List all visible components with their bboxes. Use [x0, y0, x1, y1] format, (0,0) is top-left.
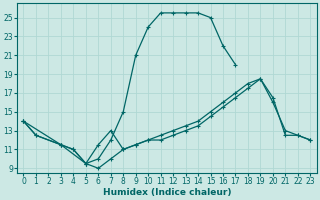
X-axis label: Humidex (Indice chaleur): Humidex (Indice chaleur) [103, 188, 231, 197]
